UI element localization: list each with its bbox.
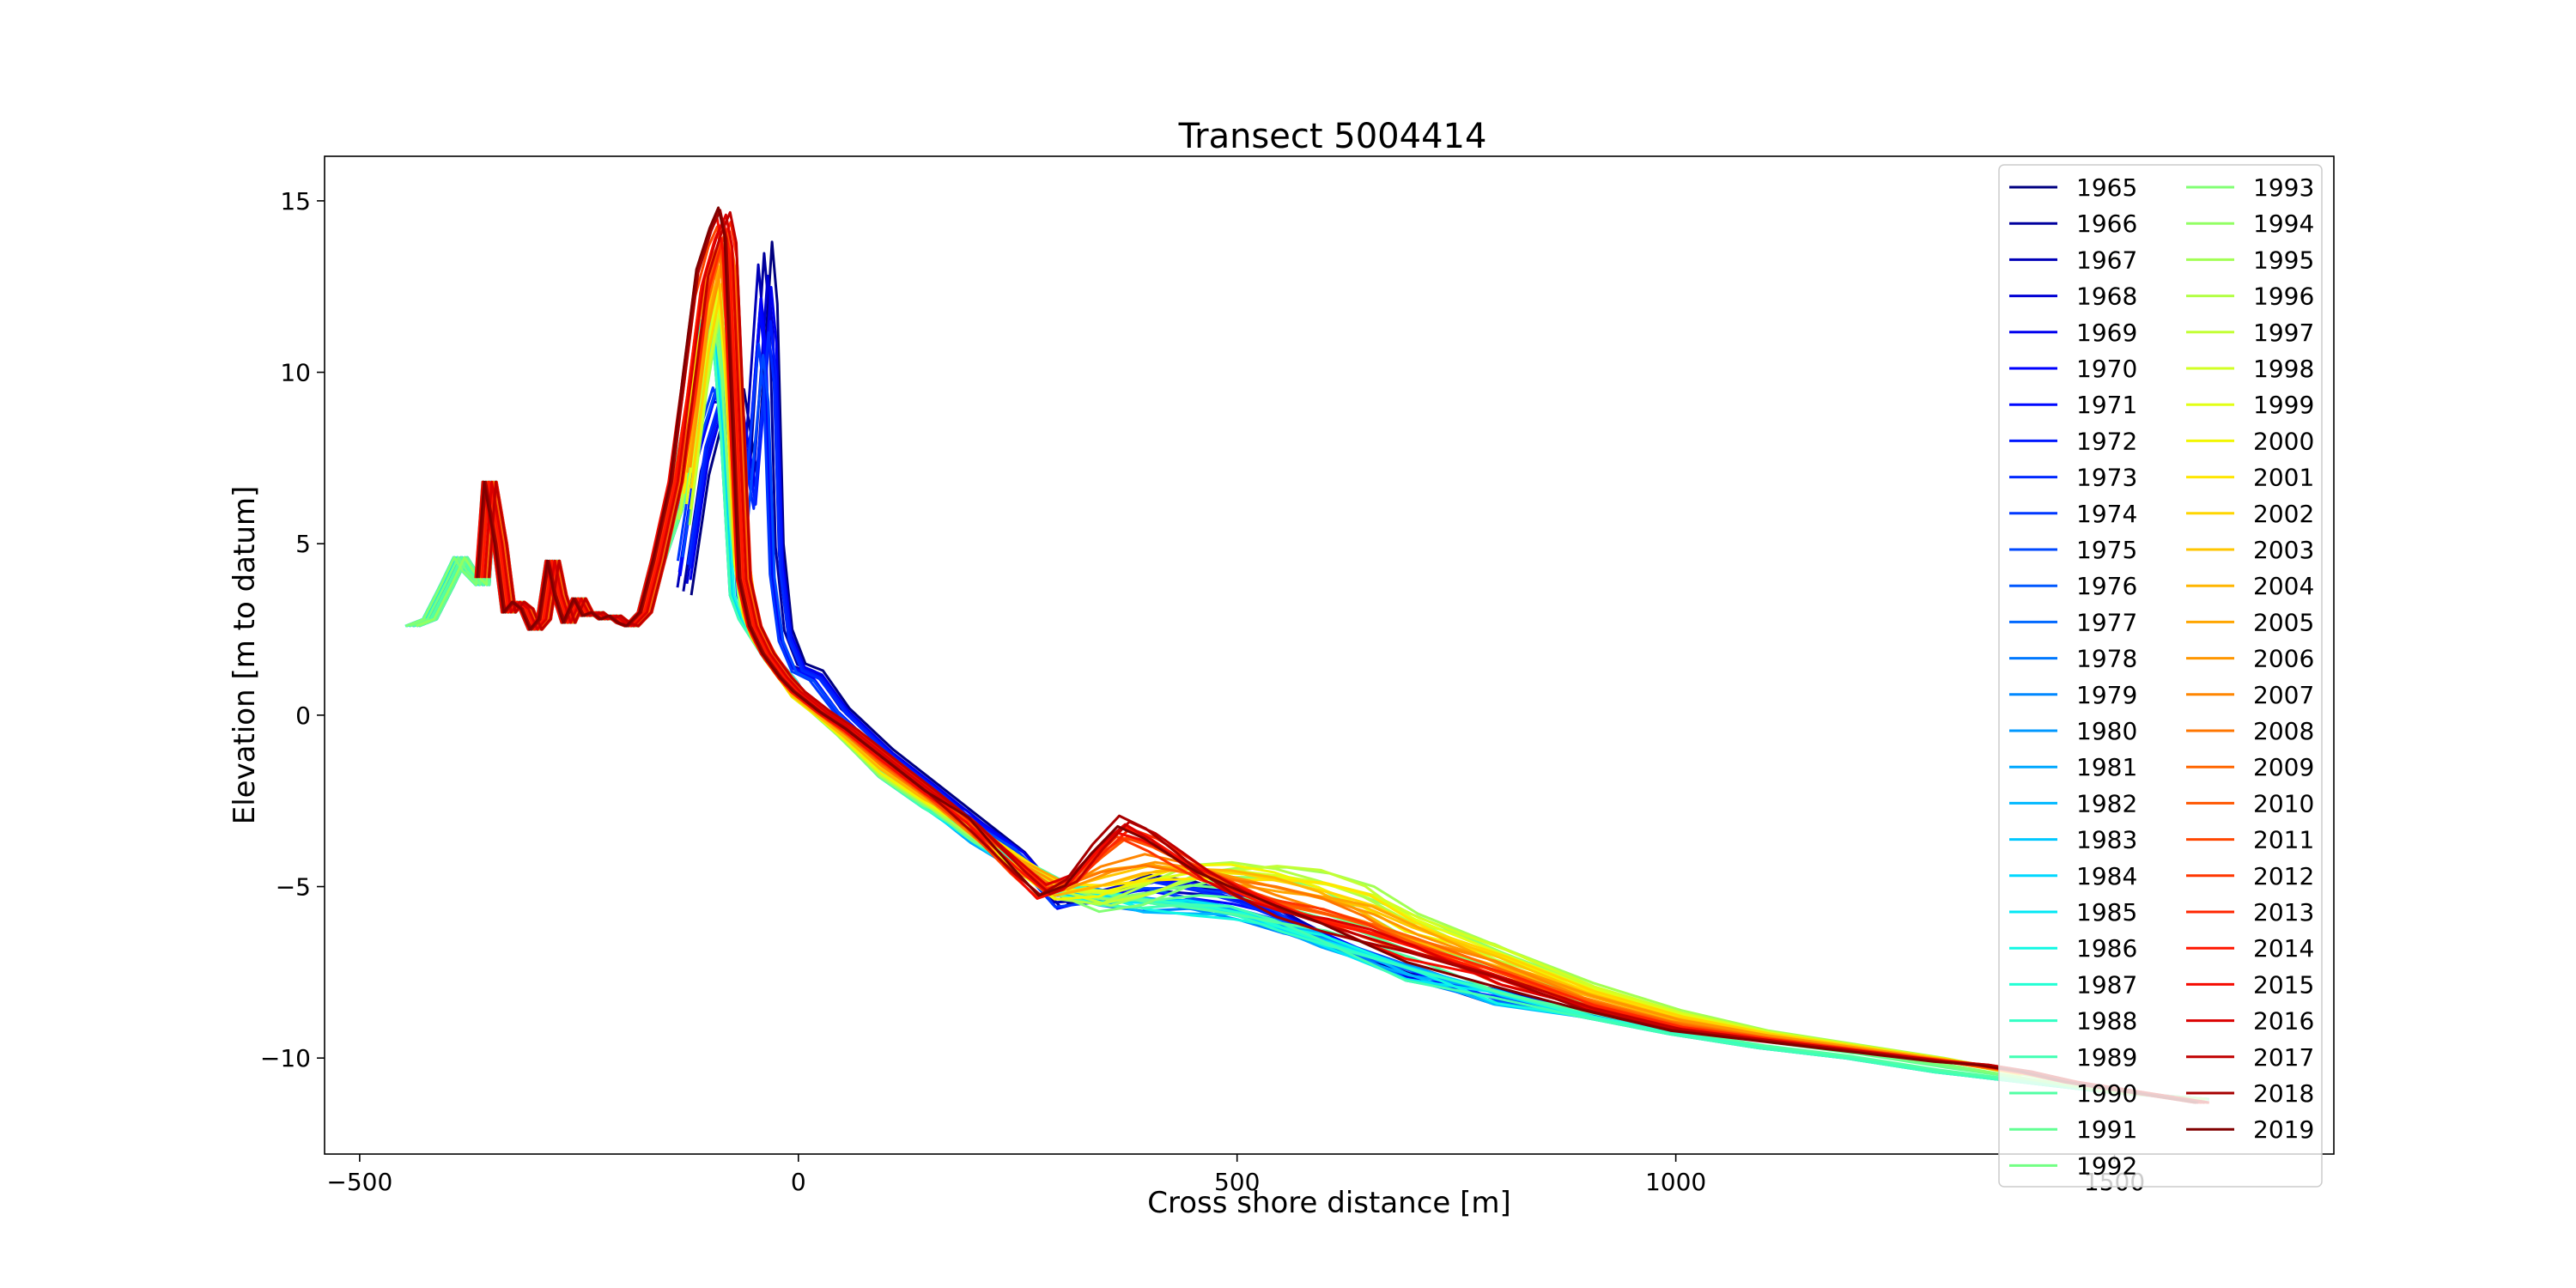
legend-label-2004: 2004	[2253, 572, 2314, 600]
legend-label-1966: 1966	[2076, 210, 2137, 238]
legend-label-2013: 2013	[2253, 898, 2314, 927]
legend-label-1992: 1992	[2076, 1151, 2137, 1180]
legend-label-1982: 1982	[2076, 789, 2137, 817]
legend-label-1979: 1979	[2076, 681, 2137, 709]
series-line-1971	[677, 308, 1637, 1026]
series-line-2016	[483, 213, 2205, 1104]
series-line-1970	[678, 297, 1637, 1026]
legend-label-1967: 1967	[2076, 246, 2137, 274]
x-axis-title: Cross shore distance [m]	[1147, 1186, 1511, 1220]
series-line-2010	[484, 228, 2206, 1104]
legend-label-1969: 1969	[2076, 319, 2137, 347]
legend-label-1978: 1978	[2076, 645, 2137, 673]
series-lines	[404, 206, 2210, 1104]
legend-label-1976: 1976	[2076, 572, 2137, 600]
legend-label-1965: 1965	[2076, 173, 2137, 202]
legend-label-2012: 2012	[2253, 862, 2314, 890]
legend-label-2003: 2003	[2253, 536, 2314, 564]
legend-label-1972: 1972	[2076, 427, 2137, 455]
series-line-2019	[476, 206, 2197, 1104]
legend-label-1987: 1987	[2076, 970, 2137, 999]
legend-label-1995: 1995	[2253, 246, 2314, 274]
legend-label-2000: 2000	[2253, 427, 2314, 455]
legend-label-1996: 1996	[2253, 283, 2314, 311]
legend-label-1974: 1974	[2076, 500, 2137, 528]
y-tick-label: 0	[295, 702, 311, 730]
legend-label-1981: 1981	[2076, 753, 2137, 781]
legend-label-1990: 1990	[2076, 1079, 2137, 1108]
x-tick-label: 500	[1214, 1168, 1260, 1196]
legend-box	[1998, 164, 2323, 1188]
legend-label-2007: 2007	[2253, 681, 2314, 709]
series-line-2013	[488, 221, 2210, 1104]
legend-label-1968: 1968	[2076, 283, 2137, 311]
series-line-2009	[487, 230, 2208, 1104]
y-axis: −10 −5 0 5 10 15	[260, 187, 325, 1072]
legend-label-1980: 1980	[2076, 717, 2137, 745]
legend-label-2015: 2015	[2253, 970, 2314, 999]
y-tick-label: 5	[295, 530, 311, 558]
x-tick-label: 1000	[1645, 1168, 1706, 1196]
legend-label-2017: 2017	[2253, 1043, 2314, 1072]
x-tick-label: −500	[326, 1168, 392, 1196]
legend-label-1984: 1984	[2076, 862, 2137, 890]
legend-label-2001: 2001	[2253, 464, 2314, 492]
legend-label-1991: 1991	[2076, 1115, 2137, 1144]
y-axis-title: Elevation [m to datum]	[228, 486, 262, 825]
legend-label-2018: 2018	[2253, 1079, 2314, 1108]
y-tick-label: −5	[276, 873, 311, 902]
y-tick-label: −10	[260, 1044, 311, 1072]
series-line-1972	[688, 319, 1647, 1026]
series-line-1974	[676, 342, 1635, 1026]
legend-label-1983: 1983	[2076, 826, 2137, 854]
legend-label-2002: 2002	[2253, 500, 2314, 528]
legend-label-2009: 2009	[2253, 753, 2314, 781]
series-line-1966	[682, 252, 1640, 1025]
legend-label-2005: 2005	[2253, 608, 2314, 636]
legend-label-2010: 2010	[2253, 789, 2314, 817]
legend-label-1986: 1986	[2076, 934, 2137, 963]
legend-label-1989: 1989	[2076, 1043, 2137, 1072]
legend-label-2011: 2011	[2253, 826, 2314, 854]
legend-label-1994: 1994	[2253, 210, 2314, 238]
legend-label-2016: 2016	[2253, 1007, 2314, 1036]
legend-label-1975: 1975	[2076, 536, 2137, 564]
legend-label-1997: 1997	[2253, 319, 2314, 347]
legend-label-2014: 2014	[2253, 934, 2314, 963]
y-tick-label: 15	[280, 187, 311, 216]
legend-label-1998: 1998	[2253, 355, 2314, 383]
x-tick-label: 0	[791, 1168, 806, 1196]
legend-label-1985: 1985	[2076, 898, 2137, 927]
series-line-2017	[487, 210, 2209, 1104]
series-line-1975	[681, 354, 1639, 1026]
legend-label-1970: 1970	[2076, 355, 2137, 383]
legend-label-1971: 1971	[2076, 391, 2137, 419]
legend-label-1988: 1988	[2076, 1007, 2137, 1036]
series-line-1973	[686, 331, 1645, 1026]
chart-title: Transect 5004414	[1178, 117, 1487, 156]
y-tick-label: 10	[280, 359, 311, 387]
legend-label-2019: 2019	[2253, 1115, 2314, 1144]
legend-label-1977: 1977	[2076, 608, 2137, 636]
legend-label-1999: 1999	[2253, 391, 2314, 419]
legend-label-1973: 1973	[2076, 464, 2137, 492]
legend-label-2006: 2006	[2253, 645, 2314, 673]
plot-frame	[324, 155, 2335, 1155]
legend-label-2008: 2008	[2253, 717, 2314, 745]
legend-label-1993: 1993	[2253, 173, 2314, 202]
legend: 1965 1966 1967 1968 1969 1970 1971 1972 1973 1974…	[1998, 164, 2323, 1188]
